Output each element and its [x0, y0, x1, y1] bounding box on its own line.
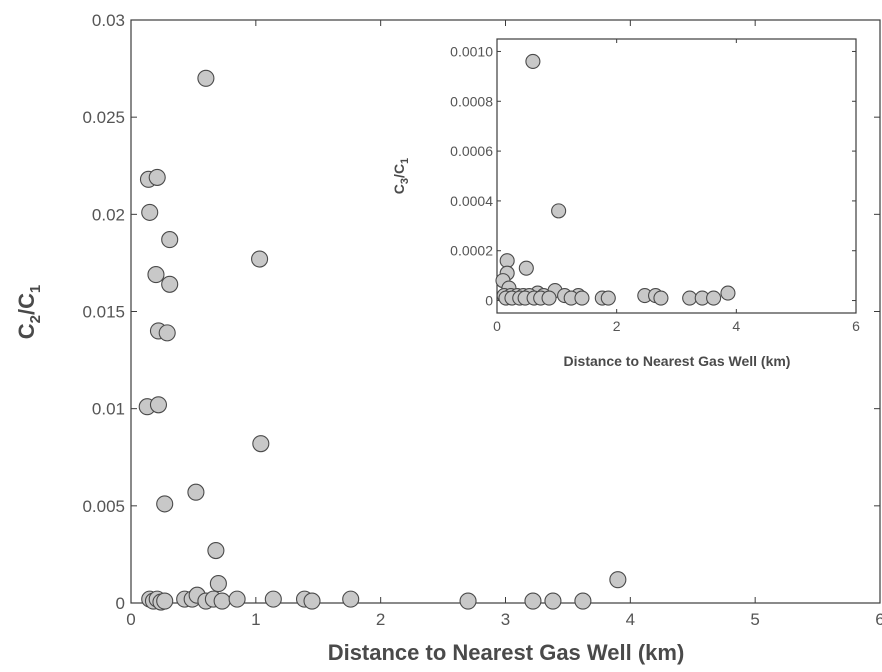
inset-x-tick-label: 2 [613, 318, 621, 334]
main-data-point [228, 590, 246, 608]
main-data-point [161, 231, 179, 249]
inset-data-points [495, 53, 736, 306]
main-y-tick-label: 0.015 [82, 303, 125, 322]
main-y-tick-label: 0.005 [82, 497, 125, 516]
inset-data-point [720, 285, 736, 301]
main-data-point [342, 590, 360, 608]
inset-axis-ticks: 0 2 4 6 0 0.0002 0.0004 0.0006 0.0008 0.0010 [450, 39, 860, 334]
inset-data-point [499, 253, 515, 269]
inset-data-point [574, 290, 590, 306]
main-data-point [264, 590, 282, 608]
main-x-tick-label: 3 [501, 610, 510, 629]
main-y-tick-label: 0.01 [92, 400, 125, 419]
main-chart: 0 1 2 3 4 5 6 0 0.005 0.01 0.015 0.02 0.025 0.03 Dist… [14, 11, 882, 665]
inset-y-axis-label: C3/C1 [391, 158, 411, 194]
inset-y-tick-label: 0.0010 [450, 43, 493, 59]
main-data-point [148, 168, 166, 186]
inset-data-point [541, 290, 557, 306]
main-axis-ticks: 0 1 2 3 4 5 6 0 0.005 0.01 0.015 0.02 0.025 0.03 [82, 11, 882, 629]
main-x-tick-label: 5 [750, 610, 759, 629]
main-y-axis-label: C2/C1 [14, 285, 44, 340]
main-data-points [138, 69, 627, 611]
main-data-point [459, 592, 477, 610]
inset-plot-frame [496, 38, 857, 314]
main-y-tick-label: 0.025 [82, 108, 125, 127]
main-x-tick-label: 2 [376, 610, 385, 629]
main-data-point [197, 69, 215, 87]
main-data-point [149, 396, 168, 414]
main-data-point [156, 592, 174, 610]
main-x-tick-label: 6 [875, 610, 882, 629]
main-data-point [303, 592, 321, 610]
main-data-point [213, 592, 231, 610]
main-y-tick-label: 0.03 [92, 11, 125, 30]
main-data-point [544, 592, 562, 610]
main-x-tick-label: 0 [126, 610, 135, 629]
main-data-point [161, 275, 179, 293]
main-data-point [147, 266, 165, 284]
inset-x-tick-label: 0 [493, 318, 501, 334]
inset-data-point [551, 203, 567, 219]
inset-x-tick-label: 6 [852, 318, 860, 334]
inset-y-tick-label: 0.0002 [450, 243, 493, 259]
main-data-point [574, 592, 592, 610]
inset-chart: 0 2 4 6 0 0.0002 0.0004 0.0006 0.0008 0.0010 Dist… [391, 38, 860, 369]
inset-data-point [600, 290, 616, 306]
main-x-tick-label: 1 [251, 610, 260, 629]
inset-x-axis-label: Distance to Nearest Gas Well (km) [564, 353, 791, 369]
inset-y-tick-label: 0.0008 [450, 93, 493, 109]
inset-y-tick-label: 0.0006 [450, 143, 493, 159]
main-data-point [209, 575, 227, 593]
main-data-point [141, 203, 159, 221]
main-y-tick-label: 0 [116, 594, 125, 613]
main-data-point [609, 571, 627, 589]
main-x-axis-label: Distance to Nearest Gas Well (km) [328, 640, 685, 665]
inset-y-tick-label: 0 [485, 293, 493, 309]
main-data-point [187, 483, 205, 501]
inset-data-point [653, 290, 669, 306]
main-data-point [524, 592, 542, 610]
inset-y-tick-label: 0.0004 [450, 193, 493, 209]
main-data-point [158, 324, 176, 342]
inset-data-point [706, 290, 722, 306]
inset-x-tick-label: 4 [732, 318, 740, 334]
inset-data-point [525, 53, 541, 69]
inset-data-point [518, 260, 534, 276]
inset-background [497, 39, 856, 313]
main-data-point [251, 250, 269, 268]
main-data-point [252, 435, 270, 453]
inset-data-point [682, 290, 698, 306]
main-data-point [156, 495, 174, 513]
main-y-tick-label: 0.02 [92, 205, 125, 224]
main-data-point [207, 541, 225, 560]
main-x-tick-label: 4 [626, 610, 635, 629]
